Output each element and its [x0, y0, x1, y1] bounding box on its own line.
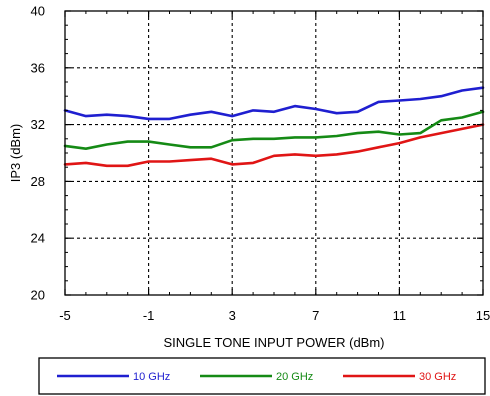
legend-label: 20 GHz — [276, 371, 313, 383]
gridlines — [65, 11, 483, 295]
series-line-20-ghz — [63, 110, 485, 150]
x-tick-label: -5 — [59, 308, 71, 323]
series-line-10-ghz — [63, 86, 485, 121]
x-axis-title: SINGLE TONE INPUT POWER (dBm) — [163, 335, 384, 350]
tick-labels: -5 -1 3 7 11 15 20 24 28 32 36 40 — [31, 4, 490, 324]
x-tick-label: 3 — [229, 308, 236, 323]
axis-ticks — [64, 10, 484, 296]
x-tick-label: 11 — [393, 308, 407, 323]
series-line-30-ghz — [63, 123, 485, 168]
series-lines — [63, 86, 485, 168]
x-tick-label: 15 — [476, 308, 490, 323]
y-tick-label: 28 — [31, 174, 45, 189]
legend: 10 GHz 20 GHz 30 GHz — [38, 357, 486, 395]
y-axis-title: IP3 (dBm) — [8, 124, 23, 183]
y-tick-label: 20 — [31, 288, 45, 303]
y-tick-label: 40 — [31, 4, 45, 19]
y-tick-label: 32 — [31, 117, 45, 132]
legend-label: 10 GHz — [133, 371, 170, 383]
x-tick-label: 7 — [312, 308, 319, 323]
legend-label: 30 GHz — [419, 371, 456, 383]
plot-frame — [64, 10, 484, 296]
y-tick-label: 36 — [31, 60, 45, 75]
x-tick-label: -1 — [143, 308, 155, 323]
y-tick-label: 24 — [31, 231, 45, 246]
